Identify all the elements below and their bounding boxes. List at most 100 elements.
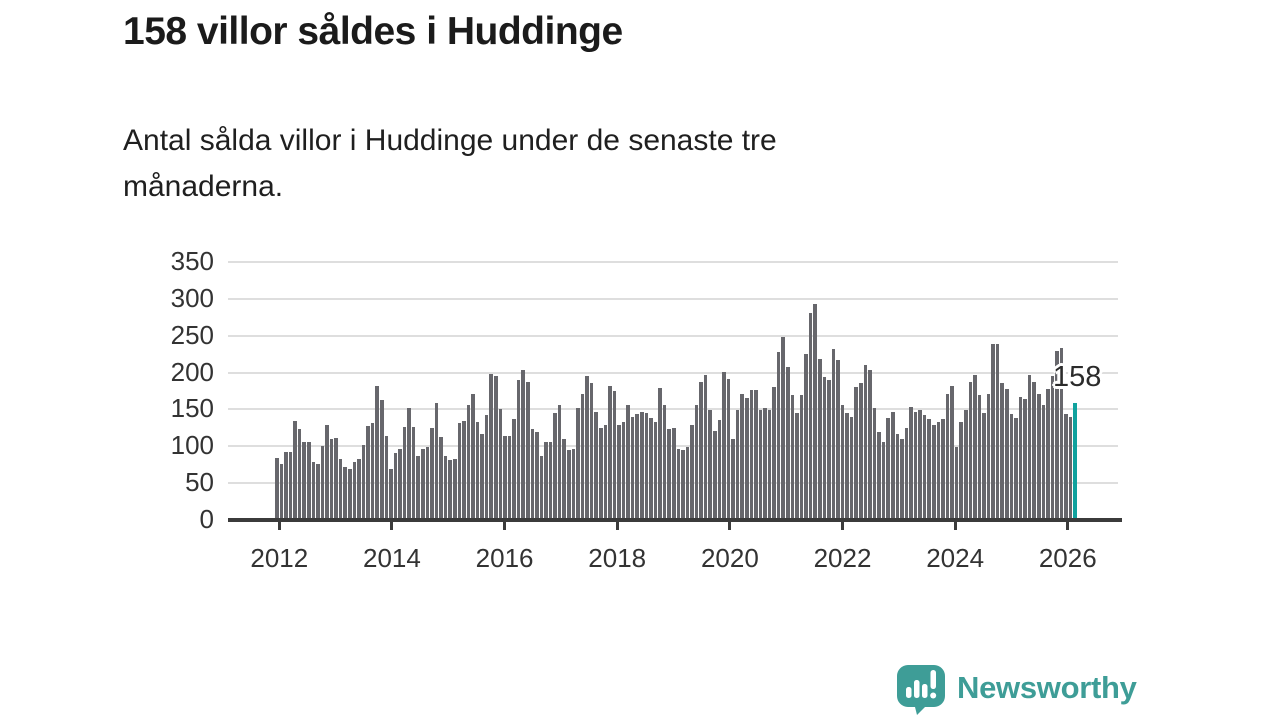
brand-name: Newsworthy — [957, 670, 1137, 705]
bar — [293, 420, 297, 519]
bar — [694, 404, 699, 519]
bar — [361, 445, 366, 519]
bar — [817, 359, 822, 519]
bar — [1009, 413, 1014, 519]
y-tick-label-200: 200 — [170, 356, 214, 387]
bar — [626, 404, 630, 519]
chart-subtitle-line1: Antal sålda villor i Huddinge under de s… — [123, 124, 777, 157]
bar — [571, 448, 576, 519]
bar — [977, 395, 982, 519]
bar — [813, 303, 817, 519]
bar — [457, 423, 462, 519]
bar — [918, 409, 922, 519]
bar — [621, 421, 626, 519]
bar — [334, 437, 338, 519]
bar — [1041, 405, 1046, 519]
bar — [516, 380, 521, 519]
bar — [316, 464, 320, 519]
bar — [416, 455, 420, 519]
bar — [525, 381, 530, 519]
bar — [375, 385, 379, 519]
bar — [512, 418, 516, 519]
y-tick-label-0: 0 — [199, 504, 214, 534]
bar — [744, 398, 749, 519]
bar — [393, 452, 398, 519]
bar — [494, 376, 498, 519]
bar — [297, 429, 302, 519]
bar — [1046, 388, 1050, 519]
bar — [484, 415, 489, 519]
bar — [831, 348, 836, 519]
bar — [466, 405, 471, 519]
x-tick-label-2024: 2024 — [926, 543, 985, 573]
gridline-200 — [228, 371, 1118, 374]
bar-series — [275, 262, 1078, 519]
x-tick-2014 — [390, 521, 394, 530]
bar — [945, 393, 950, 519]
bar — [722, 372, 726, 519]
bar — [754, 390, 758, 519]
bar — [699, 381, 703, 519]
x-tick-2016 — [503, 521, 507, 530]
bar — [302, 442, 306, 519]
bar — [658, 387, 662, 519]
newsworthy-logo: Newsworthy — [897, 665, 1137, 715]
bar — [594, 412, 598, 519]
bar — [959, 421, 963, 519]
bar — [443, 455, 448, 519]
bar — [598, 428, 603, 519]
bar — [795, 412, 799, 519]
bar — [781, 336, 785, 519]
x-tick-label-2016: 2016 — [475, 543, 534, 573]
bar — [343, 467, 347, 519]
x-tick-2026 — [1066, 521, 1070, 530]
page-title: 158 villor såldes i Huddinge — [123, 10, 623, 53]
bar — [1027, 374, 1032, 519]
bar — [676, 448, 681, 519]
x-tick-label-2026: 2026 — [1038, 543, 1097, 573]
bar — [329, 439, 334, 519]
bar — [1064, 413, 1068, 519]
bar — [352, 462, 357, 519]
bar — [717, 419, 722, 519]
x-tick-2022 — [841, 521, 844, 530]
bar — [580, 393, 585, 519]
bar — [767, 409, 772, 519]
bar — [1005, 388, 1009, 519]
bar — [1032, 381, 1036, 519]
bar — [1050, 376, 1055, 519]
x-tick-label-2022: 2022 — [813, 543, 872, 573]
bar — [713, 431, 717, 519]
bar — [288, 451, 293, 519]
bar — [325, 424, 329, 519]
bar — [498, 409, 503, 519]
bar — [379, 399, 384, 519]
x-tick-label-2014: 2014 — [363, 543, 421, 573]
bar — [845, 412, 849, 519]
bar — [763, 408, 767, 519]
y-tick-label-300: 300 — [170, 282, 214, 313]
bar — [421, 448, 425, 519]
gridline-300 — [228, 297, 1118, 300]
bar — [589, 382, 594, 519]
bar — [503, 435, 507, 519]
bar — [681, 449, 685, 519]
bar — [913, 412, 918, 519]
bar — [772, 387, 776, 519]
bar — [275, 457, 279, 519]
bar — [475, 421, 480, 519]
y-tick-label-100: 100 — [170, 430, 214, 461]
bar — [430, 427, 434, 519]
y-tick-label-250: 250 — [170, 319, 214, 350]
bar — [776, 352, 781, 519]
bar — [603, 425, 608, 519]
bar — [306, 442, 311, 519]
bar — [986, 393, 991, 519]
newsworthy-speech-bubble-chart-icon — [897, 665, 945, 715]
bar — [548, 441, 553, 519]
bar — [991, 344, 995, 519]
bar — [348, 468, 352, 519]
bar — [799, 395, 804, 519]
chart-subtitle: Antal sålda villor i Huddinge under de s… — [123, 118, 777, 210]
bar — [758, 409, 763, 519]
